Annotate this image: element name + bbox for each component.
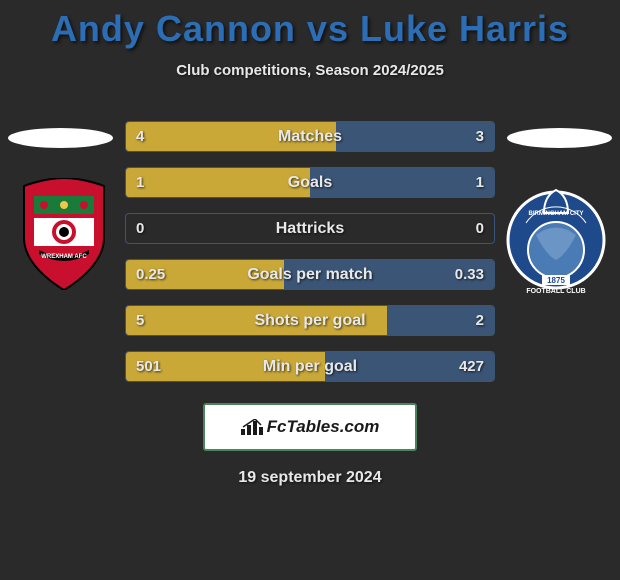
stat-row: 501 Min per goal 427 xyxy=(125,351,495,382)
player-photo-left xyxy=(8,128,113,148)
stat-value-right: 427 xyxy=(459,352,484,381)
comparison-infographic: Andy Cannon vs Luke Harris Club competit… xyxy=(0,0,620,580)
stat-row: 0.25 Goals per match 0.33 xyxy=(125,259,495,290)
stat-value-right: 3 xyxy=(476,122,484,151)
brand-badge: FcTables.com xyxy=(203,403,417,451)
stat-row: 1 Goals 1 xyxy=(125,167,495,198)
stat-value-right: 2 xyxy=(476,306,484,335)
club-logo-right: BIRMINGHAM CITY FOOTBALL CLUB 1875 xyxy=(506,175,606,310)
svg-text:1875: 1875 xyxy=(547,276,565,285)
page-subtitle: Club competitions, Season 2024/2025 xyxy=(176,62,444,79)
svg-text:FOOTBALL CLUB: FOOTBALL CLUB xyxy=(526,288,585,295)
stat-label: Goals xyxy=(126,168,494,197)
player-photo-right xyxy=(507,128,612,148)
club-logo-left: WREXHAM AFC xyxy=(14,178,114,290)
stat-label: Matches xyxy=(126,122,494,151)
stat-label: Shots per goal xyxy=(126,306,494,335)
stat-row: 5 Shots per goal 2 xyxy=(125,305,495,336)
brand-chart-icon xyxy=(241,419,263,435)
stat-value-right: 0 xyxy=(476,214,484,243)
stat-label: Goals per match xyxy=(126,260,494,289)
stat-label: Hattricks xyxy=(126,214,494,243)
stat-value-right: 0.33 xyxy=(455,260,484,289)
svg-text:BIRMINGHAM CITY: BIRMINGHAM CITY xyxy=(529,211,584,217)
stat-value-right: 1 xyxy=(476,168,484,197)
stats-list: 4 Matches 3 1 Goals 1 0 Hattricks 0 0.25… xyxy=(125,121,495,382)
page-title: Andy Cannon vs Luke Harris xyxy=(51,8,569,50)
stat-label: Min per goal xyxy=(126,352,494,381)
stat-row: 0 Hattricks 0 xyxy=(125,213,495,244)
svg-text:WREXHAM AFC: WREXHAM AFC xyxy=(41,254,87,260)
stat-row: 4 Matches 3 xyxy=(125,121,495,152)
brand-text: FcTables.com xyxy=(267,417,380,437)
date-text: 19 september 2024 xyxy=(238,469,381,487)
